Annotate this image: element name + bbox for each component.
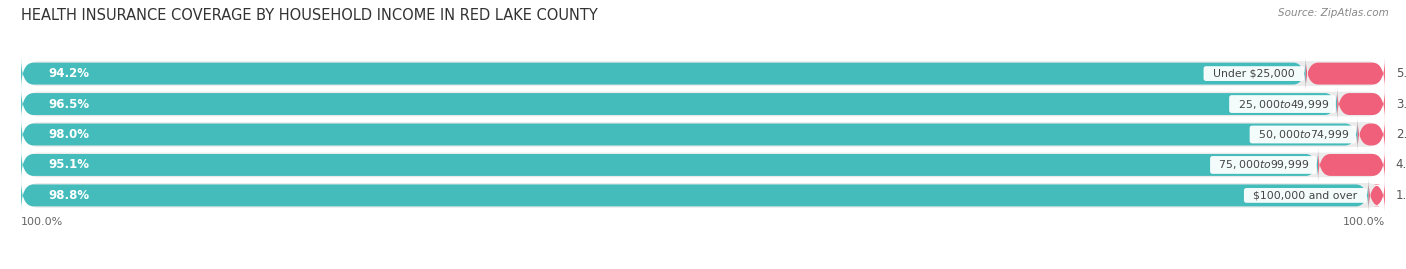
Text: 100.0%: 100.0% xyxy=(1343,217,1385,227)
Text: $75,000 to $99,999: $75,000 to $99,999 xyxy=(1212,158,1315,171)
Text: 100.0%: 100.0% xyxy=(21,217,63,227)
Text: $100,000 and over: $100,000 and over xyxy=(1246,190,1364,200)
Text: 98.0%: 98.0% xyxy=(48,128,90,141)
Text: Source: ZipAtlas.com: Source: ZipAtlas.com xyxy=(1278,8,1389,18)
FancyBboxPatch shape xyxy=(1337,88,1385,121)
Text: 1.2%: 1.2% xyxy=(1396,189,1406,202)
Text: HEALTH INSURANCE COVERAGE BY HOUSEHOLD INCOME IN RED LAKE COUNTY: HEALTH INSURANCE COVERAGE BY HOUSEHOLD I… xyxy=(21,8,598,23)
Text: $50,000 to $74,999: $50,000 to $74,999 xyxy=(1251,128,1354,141)
FancyBboxPatch shape xyxy=(21,111,1385,158)
Text: 98.8%: 98.8% xyxy=(48,189,90,202)
Text: 94.2%: 94.2% xyxy=(48,67,90,80)
FancyBboxPatch shape xyxy=(21,148,1317,181)
Text: 95.1%: 95.1% xyxy=(48,158,90,171)
FancyBboxPatch shape xyxy=(21,81,1385,127)
FancyBboxPatch shape xyxy=(21,179,1368,212)
FancyBboxPatch shape xyxy=(21,51,1385,97)
FancyBboxPatch shape xyxy=(1317,148,1385,181)
FancyBboxPatch shape xyxy=(1306,57,1385,90)
Text: Under $25,000: Under $25,000 xyxy=(1206,69,1302,79)
Text: 3.5%: 3.5% xyxy=(1396,98,1406,111)
FancyBboxPatch shape xyxy=(21,142,1385,188)
FancyBboxPatch shape xyxy=(21,172,1385,218)
Text: 4.9%: 4.9% xyxy=(1396,158,1406,171)
Text: $25,000 to $49,999: $25,000 to $49,999 xyxy=(1232,98,1333,111)
Text: 2.0%: 2.0% xyxy=(1396,128,1406,141)
FancyBboxPatch shape xyxy=(1358,118,1385,151)
FancyBboxPatch shape xyxy=(1368,179,1385,212)
FancyBboxPatch shape xyxy=(21,118,1358,151)
Text: 5.8%: 5.8% xyxy=(1396,67,1406,80)
FancyBboxPatch shape xyxy=(21,88,1337,121)
Text: 96.5%: 96.5% xyxy=(48,98,90,111)
FancyBboxPatch shape xyxy=(21,57,1306,90)
